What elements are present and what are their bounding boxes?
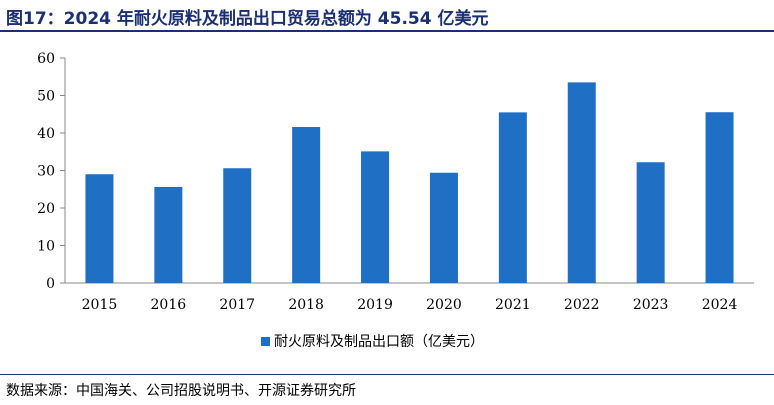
- y-tick-label: 10: [37, 239, 55, 255]
- source-divider: [0, 374, 774, 375]
- x-tick-label: 2018: [288, 297, 324, 313]
- x-tick-label: 2017: [219, 297, 255, 313]
- title-divider: [0, 30, 774, 32]
- x-tick-label: 2024: [702, 297, 738, 313]
- legend-swatch: [261, 337, 270, 346]
- bar-2020: [429, 172, 458, 283]
- bar-2018: [292, 127, 321, 283]
- bar-2016: [154, 187, 183, 283]
- y-tick-label: 0: [46, 276, 55, 292]
- x-tick-label: 2022: [564, 297, 600, 313]
- bar-2017: [223, 168, 252, 283]
- y-tick-label: 50: [37, 89, 55, 105]
- x-tick-label: 2016: [151, 297, 187, 313]
- x-tick-label: 2019: [357, 297, 393, 313]
- x-tick-label: 2020: [426, 297, 462, 313]
- legend: 耐火原料及制品出口额（亿美元）: [261, 334, 484, 350]
- bar-2021: [498, 112, 527, 283]
- y-tick-label: 40: [37, 126, 55, 142]
- y-tick-label: 30: [37, 164, 55, 180]
- y-tick-label: 60: [37, 51, 55, 67]
- y-axis: 0 10 20 30 40 50 60: [37, 51, 66, 292]
- y-tick-label: 20: [37, 201, 55, 217]
- source-note: 数据来源：中国海关、公司招股说明书、开源证券研究所: [6, 383, 356, 399]
- bars-group: [85, 82, 734, 283]
- x-tick-label: 2021: [495, 297, 531, 313]
- legend-label: 耐火原料及制品出口额（亿美元）: [274, 334, 484, 350]
- x-axis: 2015 2016 2017 2018 2019 2020 2021 2022 2023 2024: [65, 282, 754, 313]
- bar-2015: [85, 174, 114, 283]
- x-tick-label: 2023: [633, 297, 669, 313]
- chart-title: 图17：2024 年耐火原料及制品出口贸易总额为 45.54 亿美元: [6, 9, 489, 29]
- bar-2019: [361, 151, 390, 283]
- bar-2022: [567, 82, 596, 283]
- bar-2024: [705, 112, 734, 283]
- bar-2023: [636, 162, 665, 283]
- x-tick-label: 2015: [82, 297, 118, 313]
